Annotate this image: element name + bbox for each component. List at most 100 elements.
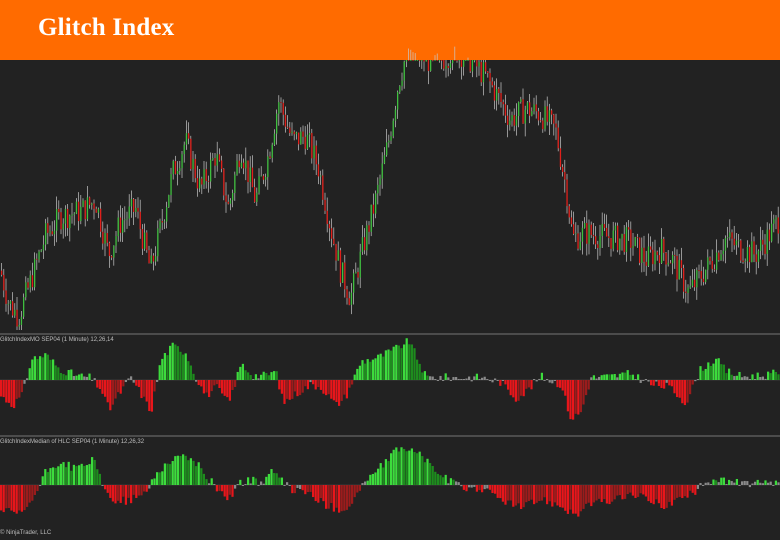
candle-body	[122, 220, 124, 233]
histogram-bar	[595, 378, 598, 380]
histogram-bar	[603, 485, 606, 500]
histogram-bar	[208, 483, 211, 485]
histogram-bar	[234, 485, 237, 489]
histogram-bar	[221, 485, 224, 492]
histogram-bar	[644, 485, 648, 497]
histogram-bar	[670, 485, 674, 506]
histogram-bar	[423, 462, 427, 485]
candle-body	[67, 208, 69, 229]
histogram-bar	[153, 478, 156, 485]
histogram-bar	[499, 485, 502, 499]
histogram-bar	[483, 376, 486, 380]
candle-body	[210, 159, 212, 182]
histogram-bar	[725, 484, 728, 485]
histogram-bar	[278, 477, 281, 485]
histogram-bar	[481, 485, 484, 493]
histogram-bar	[468, 376, 471, 380]
histogram-bar	[520, 380, 523, 396]
histogram-bar	[460, 379, 463, 380]
histogram-bar	[223, 380, 226, 396]
histogram-bar	[371, 473, 375, 485]
histogram-bar	[530, 485, 533, 500]
histogram-bar	[44, 353, 47, 380]
candle-body	[764, 244, 766, 254]
histogram-bar	[652, 380, 655, 386]
histogram-bar	[655, 485, 658, 500]
histogram-bar	[283, 485, 286, 486]
candle-body	[31, 275, 34, 288]
candle-body	[709, 257, 711, 261]
histogram-bar	[106, 485, 109, 493]
candle-body	[676, 255, 678, 280]
histogram-bar	[676, 380, 679, 398]
histogram-bar	[579, 485, 583, 512]
candle-body	[328, 223, 331, 229]
histogram-bar	[36, 485, 39, 492]
histogram-bar	[127, 485, 130, 498]
candle-body	[544, 106, 546, 130]
candle-body	[401, 80, 403, 87]
histogram-bar	[83, 376, 86, 380]
candle-body	[240, 162, 243, 168]
candle-body	[38, 251, 40, 260]
histogram-bar	[67, 461, 70, 485]
candle-body	[97, 208, 100, 213]
candle-body	[762, 239, 764, 245]
price-panel	[1, 46, 780, 330]
histogram-bar	[312, 485, 315, 498]
histogram-bar	[509, 485, 512, 501]
histogram-bar	[421, 456, 424, 485]
candle-body	[14, 309, 16, 316]
candle-body	[581, 227, 584, 242]
histogram-bar	[109, 380, 112, 411]
histogram-bar	[293, 380, 297, 392]
histogram-bar	[572, 380, 575, 420]
histogram-bar	[304, 485, 307, 495]
histogram-bar	[286, 482, 289, 485]
histogram-bar	[267, 473, 271, 485]
histogram-bar	[117, 380, 120, 393]
histogram-bar	[249, 375, 252, 380]
candle-body	[753, 241, 755, 255]
histogram-bar	[231, 380, 234, 390]
candle-body	[9, 301, 12, 304]
histogram-bar	[15, 380, 18, 399]
candle-body	[553, 114, 555, 124]
page-title: Glitch Index	[38, 14, 175, 41]
histogram-bar	[325, 485, 328, 509]
histogram-bar	[52, 467, 55, 485]
candle-body	[265, 177, 267, 180]
candle-body	[718, 252, 720, 261]
histogram-bar	[239, 366, 242, 380]
histogram-bar	[231, 485, 234, 497]
candle-body	[335, 244, 337, 261]
histogram-bar	[345, 485, 349, 510]
histogram-bar	[442, 380, 445, 381]
candle-body	[139, 211, 141, 230]
histogram-bar	[369, 474, 372, 485]
candle-body	[359, 251, 361, 278]
candle-body	[548, 110, 551, 122]
candle-body	[317, 164, 320, 177]
histogram-bar	[46, 472, 50, 485]
candle-body	[238, 160, 240, 168]
candle-body	[443, 60, 445, 69]
histogram-bar	[358, 365, 362, 380]
candle-body	[500, 92, 502, 102]
histogram-bar	[288, 380, 291, 400]
histogram-bar	[559, 380, 562, 388]
histogram-bar	[483, 485, 486, 490]
histogram-bar	[699, 366, 702, 380]
candle-body	[628, 227, 630, 230]
histogram-bar	[715, 480, 718, 485]
histogram-bar	[20, 380, 24, 393]
histogram-bar	[91, 457, 94, 485]
histogram-bar	[777, 374, 780, 380]
candle-body	[82, 200, 84, 207]
histogram-bar	[694, 380, 697, 382]
histogram-bar	[759, 482, 762, 485]
histogram-bar	[657, 485, 661, 504]
candle-body	[201, 178, 203, 185]
candle-body	[680, 260, 683, 269]
candle-body	[135, 207, 137, 212]
